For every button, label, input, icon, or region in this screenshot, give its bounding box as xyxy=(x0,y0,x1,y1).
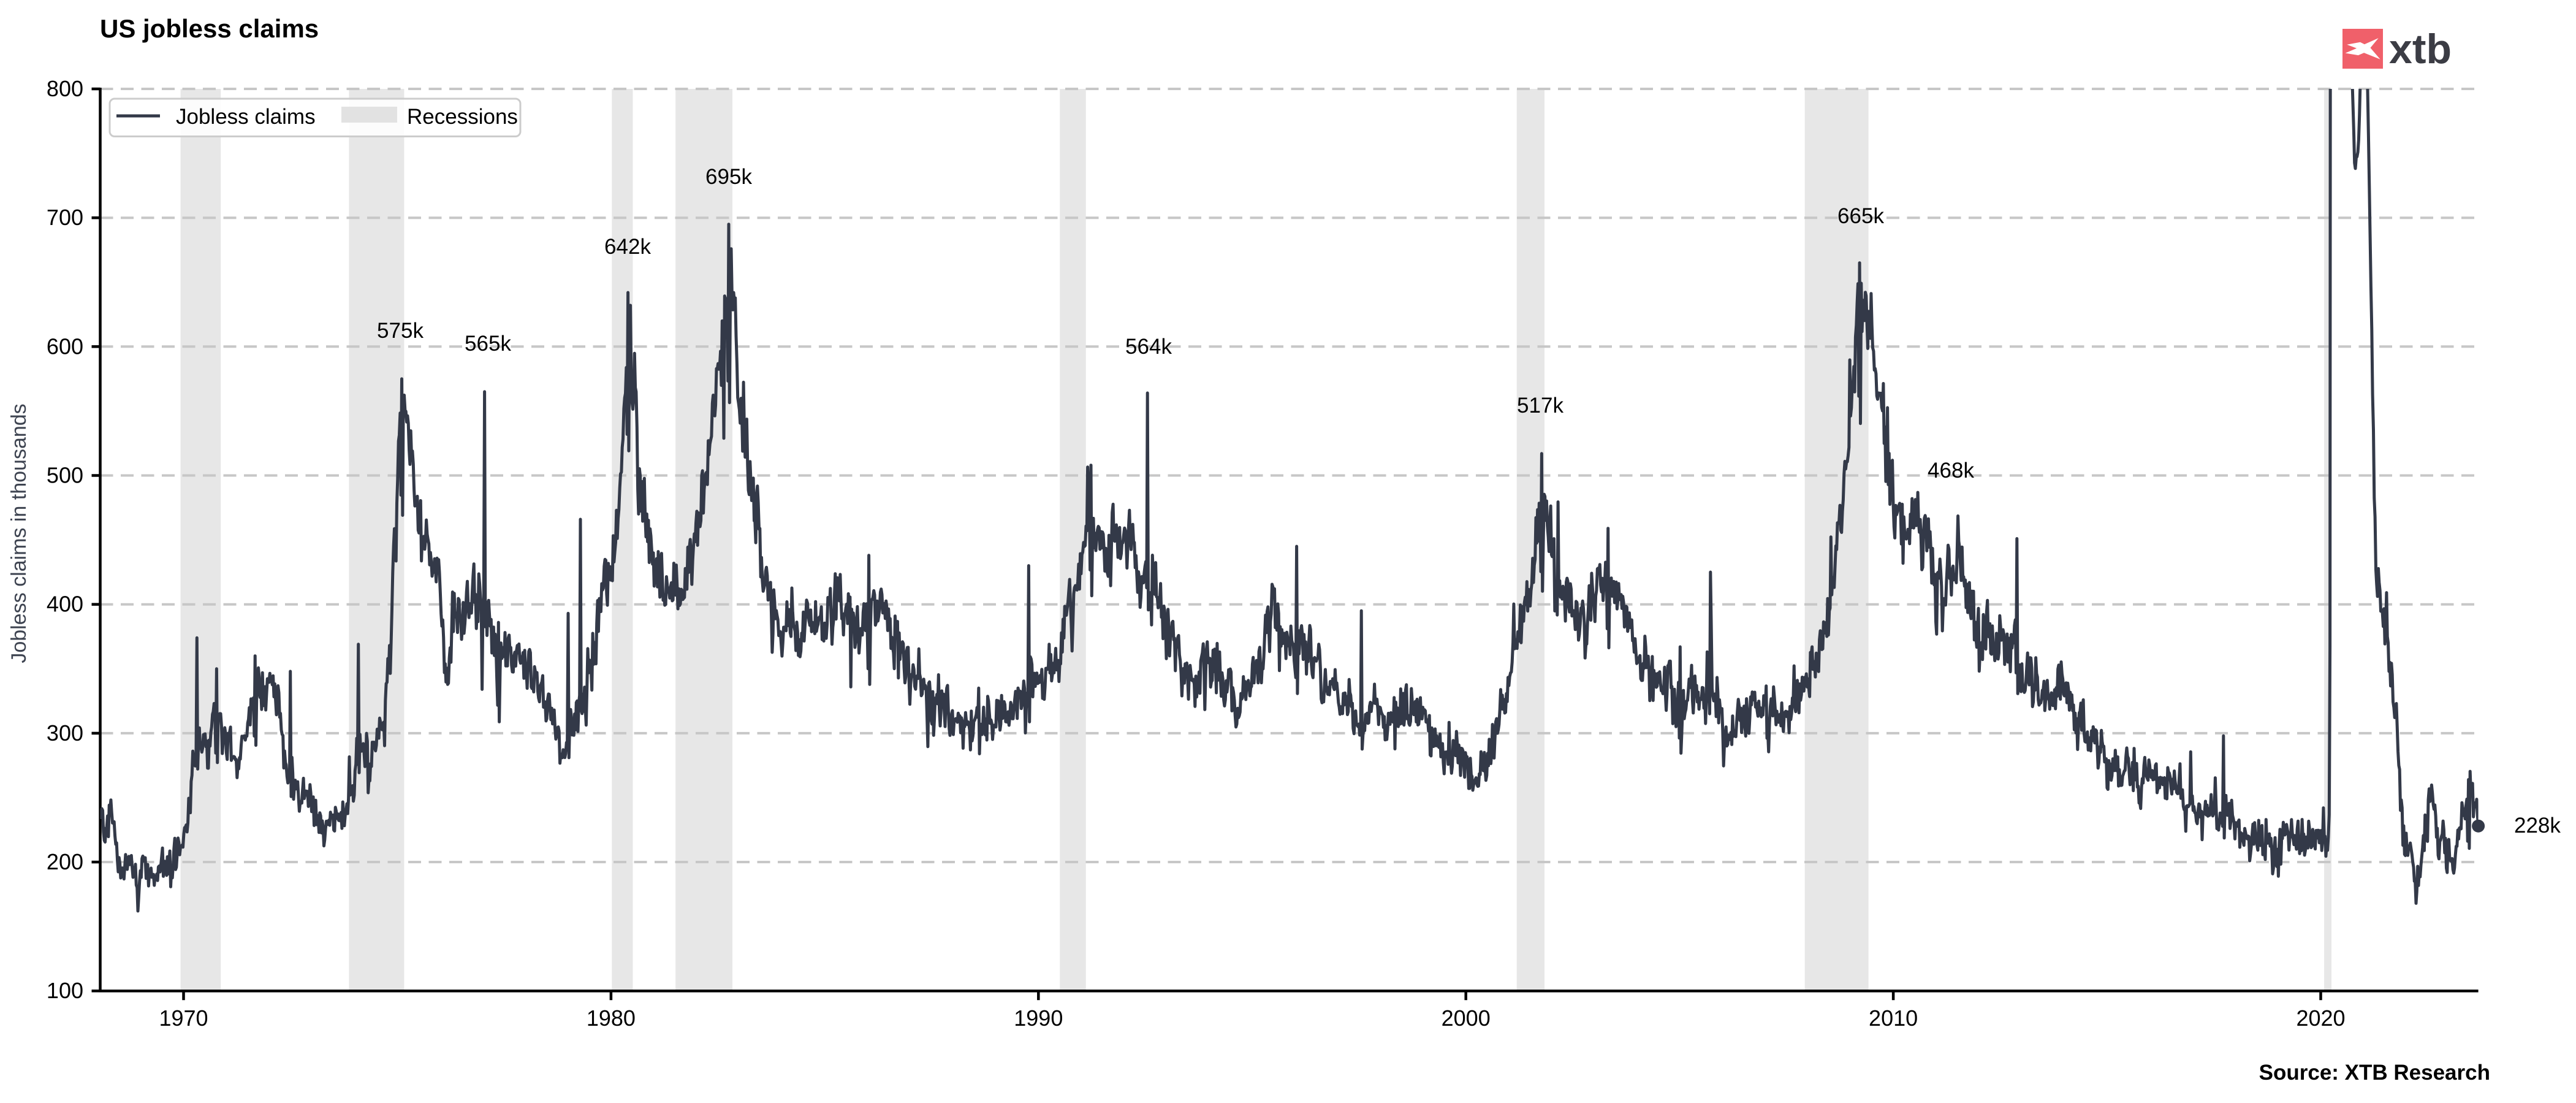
svg-text:1990: 1990 xyxy=(1014,1006,1063,1031)
svg-text:Jobless claims in thousands: Jobless claims in thousands xyxy=(7,403,31,663)
svg-text:500: 500 xyxy=(47,463,83,488)
svg-text:1970: 1970 xyxy=(159,1006,208,1031)
svg-text:665k: 665k xyxy=(1837,204,1884,228)
svg-text:564k: 564k xyxy=(1125,335,1172,359)
svg-text:400: 400 xyxy=(47,592,83,617)
svg-text:575k: 575k xyxy=(377,319,424,343)
svg-text:Recessions: Recessions xyxy=(407,105,518,129)
svg-text:xtb: xtb xyxy=(2389,26,2452,72)
svg-text:800: 800 xyxy=(47,76,83,101)
svg-text:2020: 2020 xyxy=(2296,1006,2345,1031)
svg-text:600: 600 xyxy=(47,334,83,359)
svg-text:300: 300 xyxy=(47,720,83,746)
svg-text:565k: 565k xyxy=(465,332,511,356)
svg-text:US jobless claims: US jobless claims xyxy=(100,14,319,43)
svg-text:517k: 517k xyxy=(1517,394,1563,418)
svg-text:468k: 468k xyxy=(1928,459,1974,483)
svg-text:200: 200 xyxy=(47,849,83,874)
svg-text:Source: XTB Research: Source: XTB Research xyxy=(2259,1061,2490,1085)
svg-text:642k: 642k xyxy=(604,235,651,259)
svg-text:1980: 1980 xyxy=(587,1006,636,1031)
svg-text:228k: 228k xyxy=(2514,814,2561,838)
svg-text:100: 100 xyxy=(47,978,83,1003)
svg-text:2010: 2010 xyxy=(1869,1006,1918,1031)
svg-text:Jobless claims: Jobless claims xyxy=(176,105,316,129)
svg-text:695k: 695k xyxy=(705,165,752,189)
svg-text:700: 700 xyxy=(47,205,83,230)
svg-text:2000: 2000 xyxy=(1442,1006,1491,1031)
